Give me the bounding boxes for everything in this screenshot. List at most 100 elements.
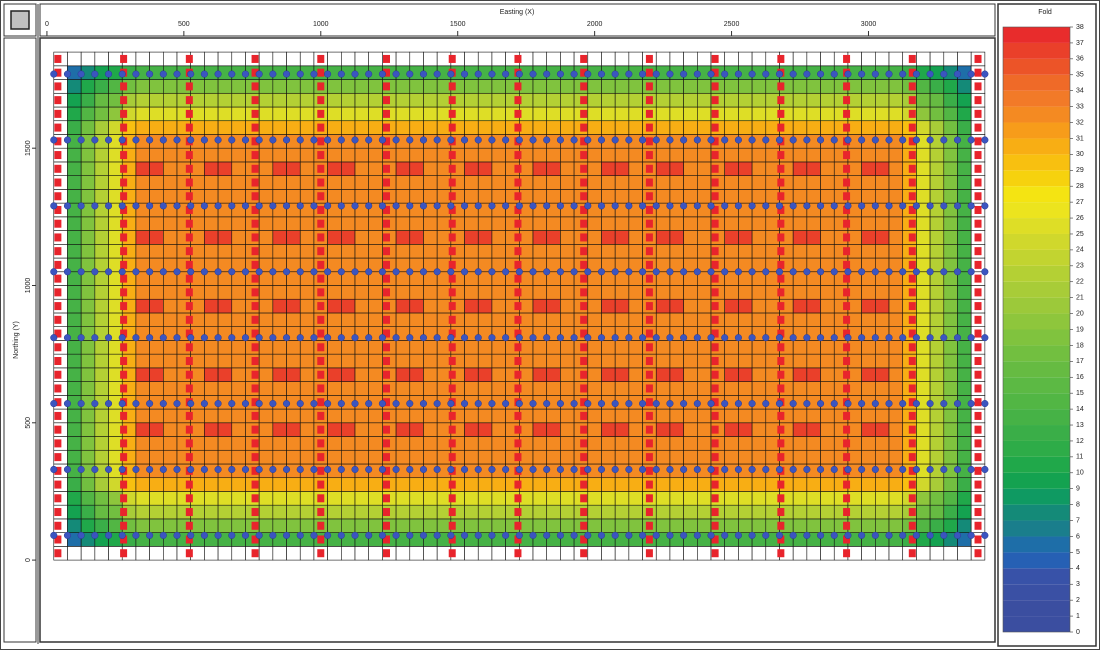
source-point	[185, 453, 193, 462]
source-point	[645, 357, 653, 366]
cell	[861, 79, 876, 94]
cell	[751, 147, 767, 163]
source-point	[777, 123, 785, 132]
cell	[368, 285, 383, 300]
receiver-point	[803, 268, 811, 276]
colorbar-swatch	[1003, 377, 1070, 394]
source-point	[974, 109, 982, 118]
cell	[806, 504, 821, 520]
cell	[943, 120, 958, 135]
receiver-point	[871, 465, 879, 474]
cell	[546, 285, 561, 300]
receiver-point	[543, 136, 551, 144]
cell	[669, 449, 684, 465]
cell	[94, 120, 109, 135]
source-point	[185, 315, 193, 324]
cell	[587, 189, 602, 204]
receiver-point	[775, 268, 784, 276]
corner-button[interactable]	[10, 10, 30, 30]
receiver-point	[132, 334, 140, 342]
receiver-point	[214, 202, 222, 210]
cell	[601, 491, 616, 506]
receiver-point	[597, 465, 606, 474]
cell	[683, 353, 698, 369]
cell	[477, 408, 493, 424]
cell	[724, 244, 739, 259]
colorbar-tick-label: 16	[1076, 374, 1084, 381]
cell	[67, 340, 82, 355]
source-point	[580, 357, 588, 366]
source-point	[383, 54, 391, 63]
cell	[792, 175, 808, 190]
receiver-point	[488, 465, 496, 474]
cell	[655, 216, 671, 231]
receiver-point	[461, 268, 469, 276]
cell	[464, 298, 479, 314]
receiver-point	[680, 268, 688, 276]
receiver-point	[775, 334, 784, 342]
receiver-point	[433, 202, 441, 210]
empty-cell	[395, 546, 411, 561]
receiver-point	[392, 202, 400, 210]
cell	[217, 518, 233, 533]
cell	[697, 449, 712, 465]
receiver-point	[200, 465, 208, 474]
cell	[258, 477, 274, 492]
source-point	[843, 384, 851, 393]
cell	[738, 477, 753, 492]
cell	[957, 189, 972, 204]
cell	[806, 147, 821, 163]
cell	[395, 449, 411, 465]
source-point	[711, 343, 719, 352]
empty-cell	[957, 546, 972, 561]
empty-cell	[628, 51, 643, 67]
cell	[204, 408, 219, 424]
source-point	[448, 329, 456, 338]
cell	[423, 147, 438, 163]
cell	[423, 92, 438, 108]
source-point	[448, 151, 456, 160]
receiver-point	[570, 531, 578, 539]
cell	[354, 298, 370, 314]
cell	[231, 312, 246, 327]
cell	[80, 367, 96, 382]
cell	[601, 381, 616, 396]
cell	[204, 175, 219, 190]
source-point	[974, 357, 982, 366]
cell	[368, 491, 383, 506]
source-point	[317, 466, 325, 475]
source-point	[54, 164, 62, 173]
cell	[258, 367, 274, 382]
cell	[341, 353, 356, 369]
receiver-point	[351, 531, 359, 539]
cell	[94, 381, 109, 396]
cell	[546, 106, 561, 122]
cell	[409, 381, 424, 396]
cell	[655, 340, 671, 355]
receiver-point	[241, 465, 250, 474]
cell	[258, 79, 274, 94]
source-point	[645, 247, 653, 256]
source-point	[54, 274, 62, 283]
receiver-point	[844, 136, 852, 144]
cell	[354, 381, 370, 396]
cell	[669, 285, 684, 300]
source-point	[383, 425, 391, 434]
cell	[669, 175, 684, 190]
receiver-point	[146, 202, 154, 210]
cell	[560, 312, 575, 327]
cell	[738, 175, 753, 190]
cell	[491, 285, 506, 300]
cell	[751, 477, 767, 492]
receiver-point	[871, 136, 879, 144]
receiver-point	[584, 268, 592, 276]
receiver-point	[282, 334, 291, 342]
receiver-point	[502, 334, 510, 342]
colorbar-swatch	[1003, 106, 1070, 123]
cell	[368, 408, 383, 424]
cell	[820, 449, 835, 465]
cell	[806, 422, 821, 437]
source-point	[777, 219, 785, 228]
receiver-point	[50, 136, 58, 144]
cell	[327, 175, 342, 190]
